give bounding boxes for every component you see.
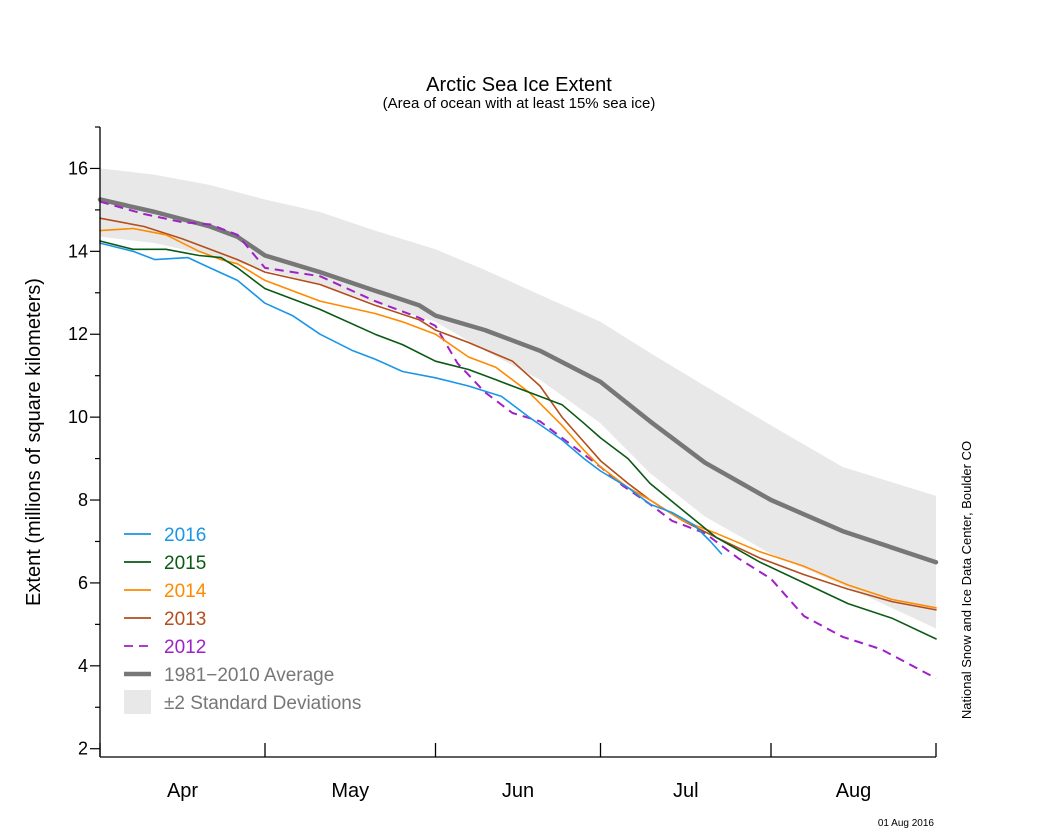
legend-label: 2015 (164, 553, 206, 574)
y-tick-label: 10 (68, 407, 88, 427)
chart-title: Arctic Sea Ice Extent (426, 74, 612, 96)
axes: 2 4 6 8 10 12 14 16 Apr May Jun Jul Aug (68, 126, 937, 802)
legend-item: 2012 (124, 637, 206, 658)
series-line-2016 (99, 242, 723, 555)
legend-label: 2014 (164, 581, 207, 602)
legend-label: 1981−2010 Average (164, 665, 334, 686)
legend-item: 2013 (124, 609, 206, 630)
y-tick-label: 14 (68, 241, 88, 261)
y-axis-label: Extent (millions of square kilometers) (23, 278, 45, 606)
y-tick-label: 12 (68, 324, 88, 344)
legend-item: 2014 (124, 581, 207, 602)
series-line-2014 (99, 227, 937, 609)
plot-area (97, 168, 939, 680)
legend: 2016 2015 2014 2013 2012 1981−2010 Average ±2 … (124, 525, 361, 714)
legend-label: 2016 (164, 525, 206, 546)
chart-subtitle: (Area of ocean with at least 15% sea ice… (383, 95, 656, 112)
y-tick-label: 4 (78, 656, 88, 676)
x-month-label: May (331, 780, 369, 802)
legend-item: 1981−2010 Average (124, 665, 334, 686)
series-line-1981-2010-average (97, 197, 939, 565)
y-tick-label: 8 (78, 490, 88, 510)
x-month-label: Aug (836, 780, 872, 802)
y-tick-label: 6 (78, 573, 88, 593)
source-credit: National Snow and Ice Data Center, Bould… (959, 441, 974, 719)
std-dev-band (100, 168, 936, 629)
x-month-label: Jul (673, 780, 699, 802)
x-month-label: Apr (167, 780, 198, 802)
legend-label: ±2 Standard Deviations (164, 693, 361, 714)
series-line-2013 (99, 217, 937, 611)
series-line-2015 (99, 240, 937, 640)
legend-item: 2015 (124, 553, 206, 574)
series-line-2012 (99, 200, 937, 680)
legend-item: ±2 Standard Deviations (124, 690, 361, 714)
legend-label: 2012 (164, 637, 206, 658)
y-tick-label: 16 (68, 158, 88, 178)
legend-item: 2016 (124, 525, 206, 546)
legend-label: 2013 (164, 609, 206, 630)
date-stamp: 01 Aug 2016 (878, 818, 935, 829)
legend-swatch (124, 690, 151, 714)
x-month-label: Jun (502, 780, 534, 802)
y-tick-label: 2 (78, 739, 88, 759)
